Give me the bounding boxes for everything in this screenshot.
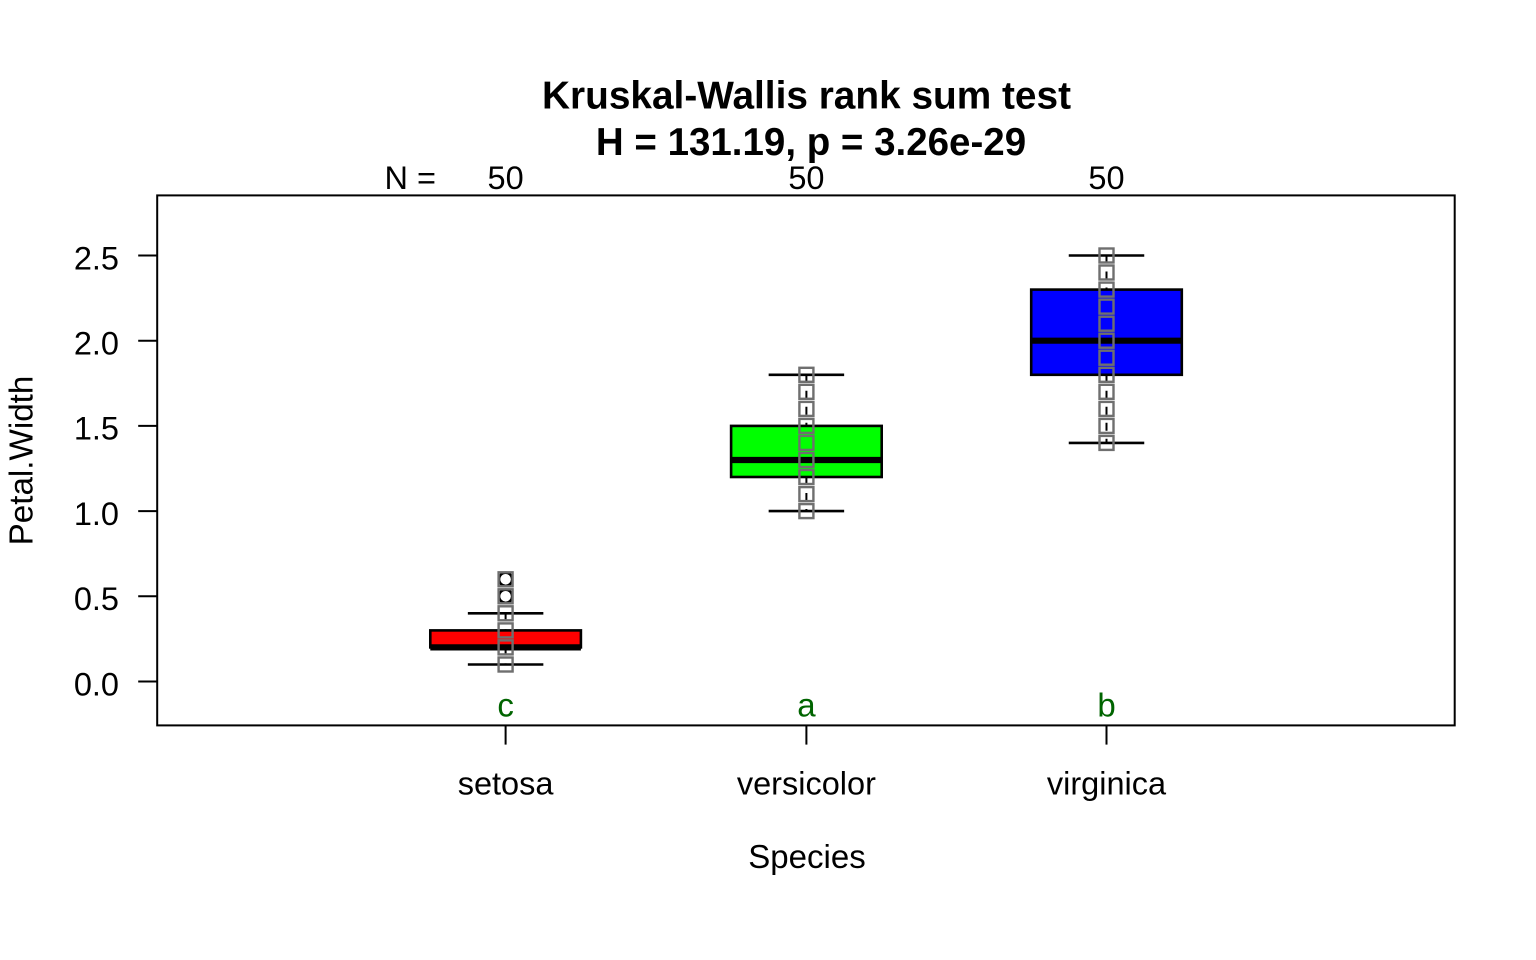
svg-text:virginica: virginica <box>1047 766 1167 802</box>
svg-text:Petal.Width: Petal.Width <box>4 376 41 546</box>
svg-text:2.0: 2.0 <box>74 326 119 362</box>
svg-text:Species: Species <box>748 838 865 875</box>
svg-text:50: 50 <box>1088 160 1124 196</box>
svg-text:versicolor: versicolor <box>737 766 876 802</box>
svg-text:0.0: 0.0 <box>74 666 119 702</box>
svg-text:0.5: 0.5 <box>74 581 119 617</box>
svg-text:1.0: 1.0 <box>74 496 119 532</box>
svg-text:c: c <box>497 686 514 723</box>
svg-text:2.5: 2.5 <box>74 240 119 276</box>
svg-text:setosa: setosa <box>458 766 555 802</box>
svg-text:50: 50 <box>788 160 824 196</box>
svg-text:a: a <box>797 686 816 723</box>
svg-text:1.5: 1.5 <box>74 411 119 447</box>
svg-text:b: b <box>1097 686 1115 723</box>
svg-text:Kruskal-Wallis rank sum test: Kruskal-Wallis rank sum test <box>542 75 1071 118</box>
svg-text:50: 50 <box>488 160 524 196</box>
svg-text:H = 131.19, p = 3.26e-29: H = 131.19, p = 3.26e-29 <box>596 121 1026 164</box>
svg-text:N =: N = <box>385 160 436 196</box>
